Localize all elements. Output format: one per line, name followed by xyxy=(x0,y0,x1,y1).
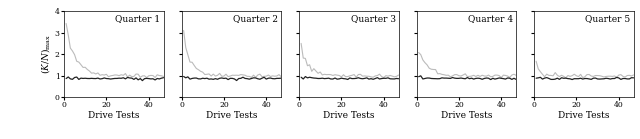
X-axis label: Drive Tests: Drive Tests xyxy=(440,111,492,120)
X-axis label: Drive Tests: Drive Tests xyxy=(558,111,609,120)
Text: Quarter 5: Quarter 5 xyxy=(586,14,630,23)
Y-axis label: $(K/N)_{\mathrm{max}}$: $(K/N)_{\mathrm{max}}$ xyxy=(39,34,52,74)
Text: Quarter 1: Quarter 1 xyxy=(115,14,161,23)
X-axis label: Drive Tests: Drive Tests xyxy=(205,111,257,120)
Text: Quarter 2: Quarter 2 xyxy=(233,14,278,23)
X-axis label: Drive Tests: Drive Tests xyxy=(88,111,140,120)
Text: Quarter 3: Quarter 3 xyxy=(351,14,396,23)
Text: Quarter 4: Quarter 4 xyxy=(468,14,513,23)
X-axis label: Drive Tests: Drive Tests xyxy=(323,111,374,120)
